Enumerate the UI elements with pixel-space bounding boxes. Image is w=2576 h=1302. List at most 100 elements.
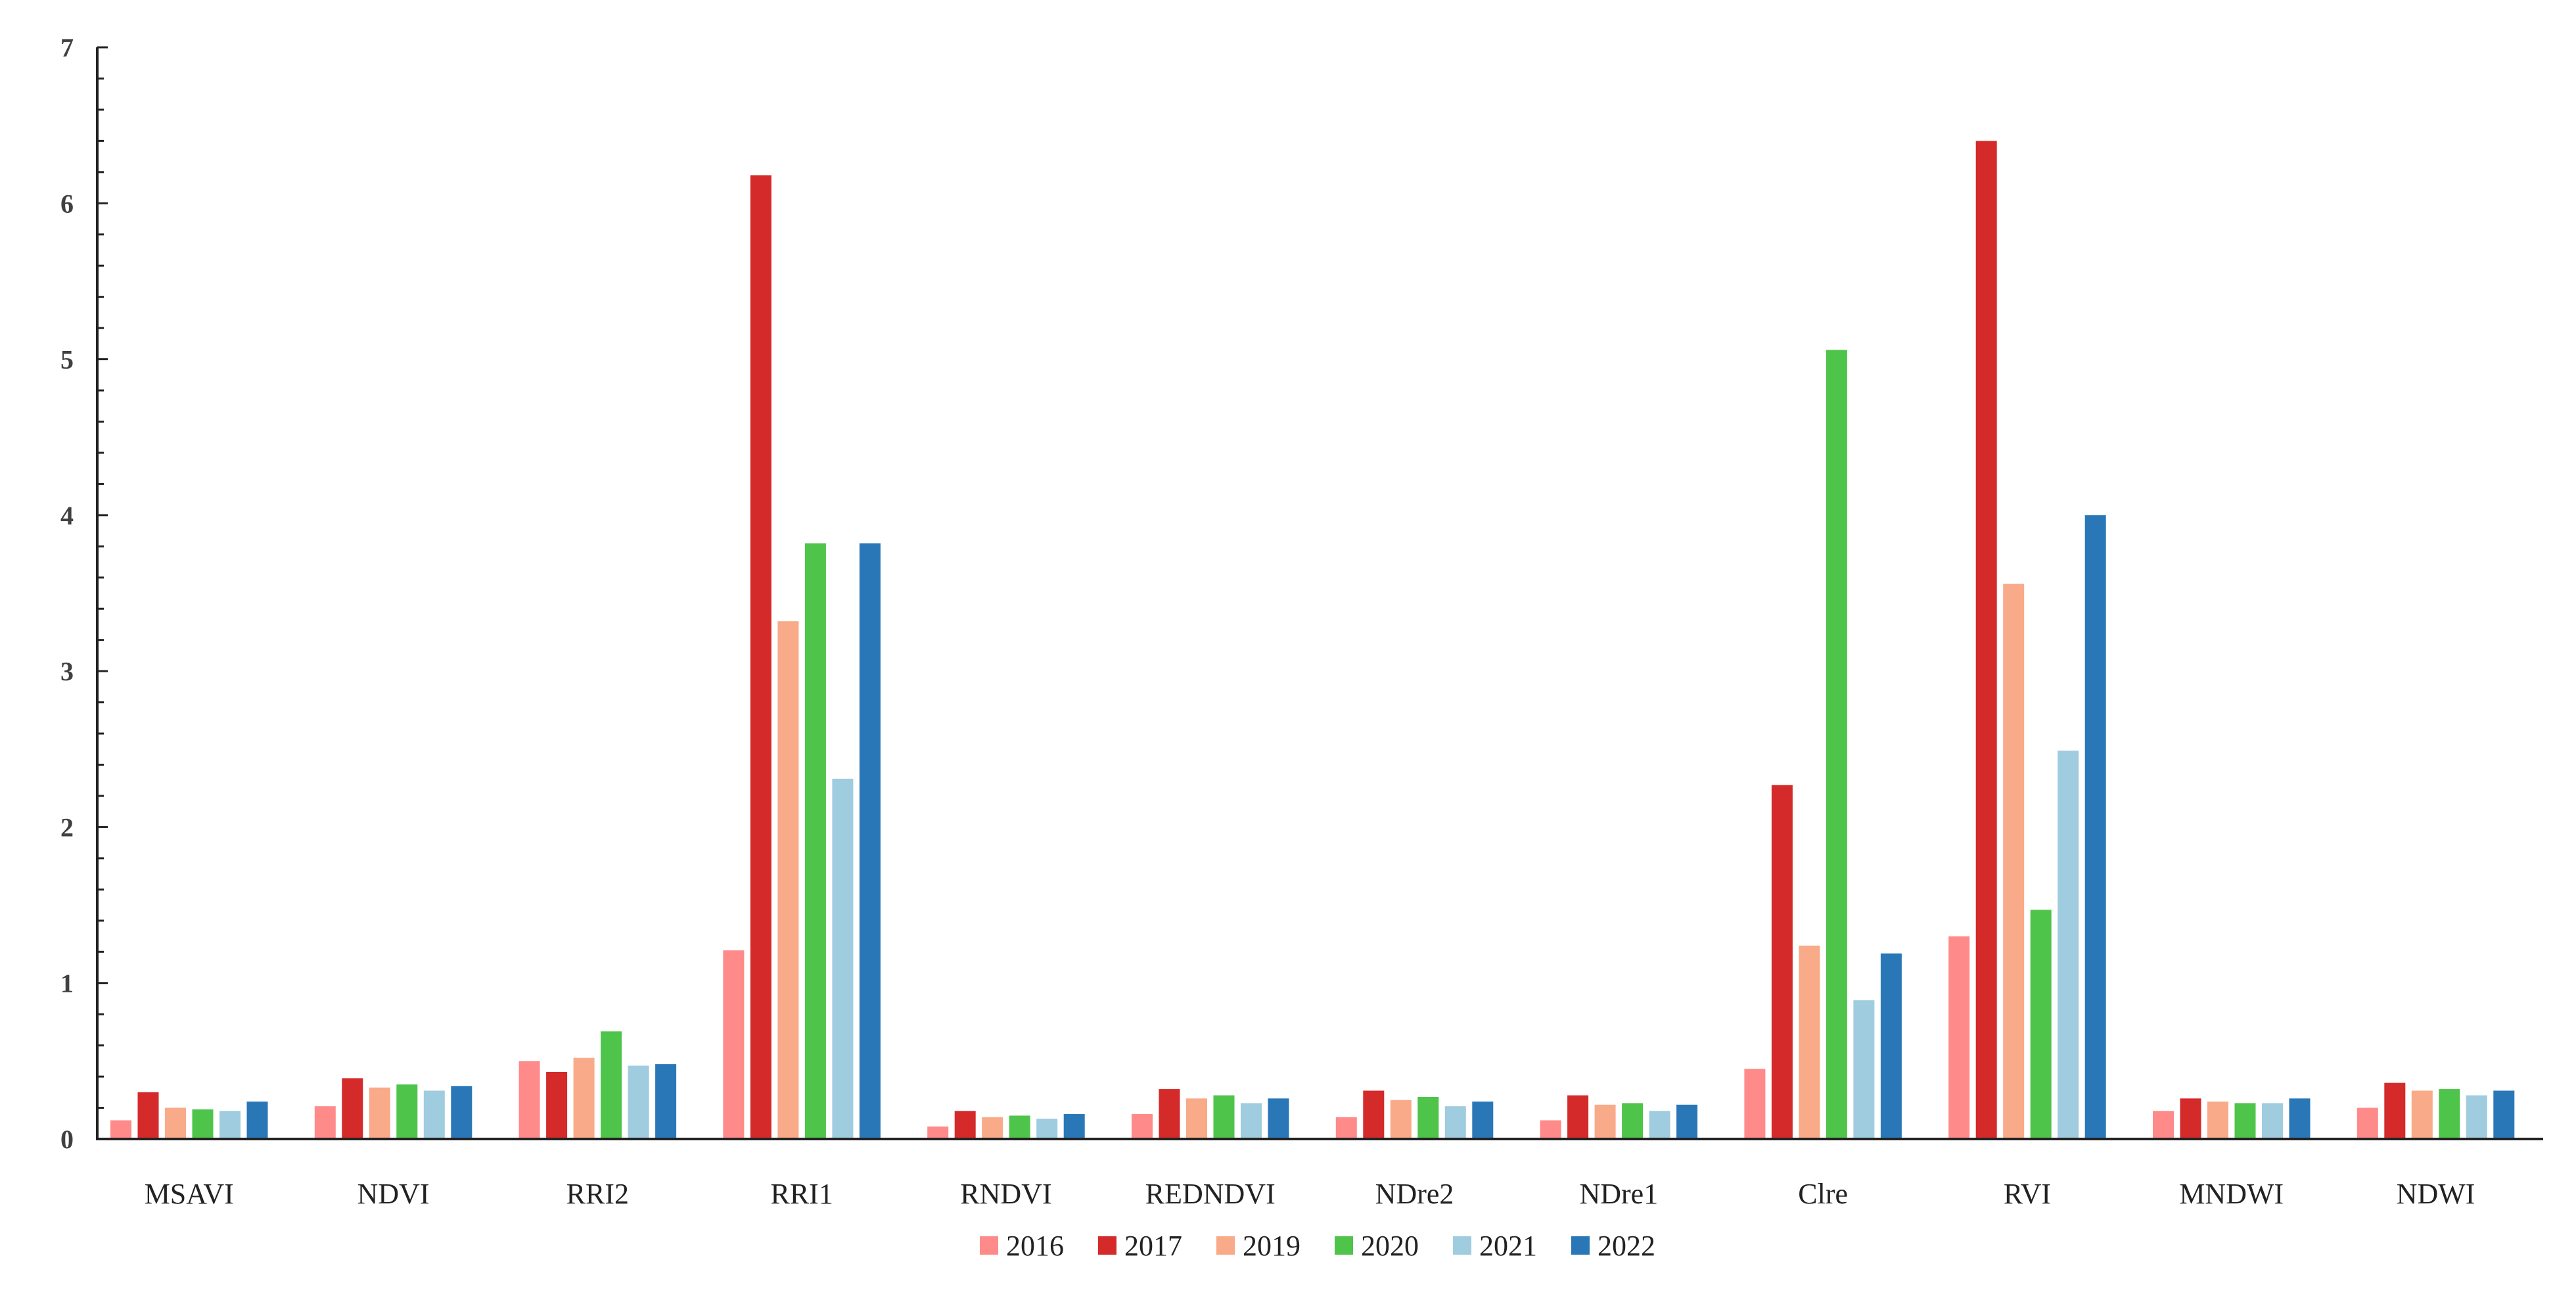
bar-rri2-2016 [518, 1061, 540, 1139]
y-tick-label: 5 [60, 345, 74, 375]
y-tick-label: 1 [60, 969, 74, 998]
y-axis-ticks: 0 1 2 3 4 5 6 7 [60, 33, 108, 1154]
legend-item-2016: 2016 [980, 1230, 1064, 1262]
bar-group-clre [1744, 350, 1902, 1140]
bar-mndwi-2019 [2207, 1102, 2228, 1139]
bar-rndvi-2016 [927, 1127, 949, 1139]
bar-rri1-2019 [777, 621, 799, 1139]
bar-rri2-2019 [573, 1058, 595, 1139]
bar-clre-2019 [1799, 945, 1820, 1139]
bar-ndvi-2021 [423, 1090, 445, 1139]
bar-ndwi-2022 [2493, 1090, 2515, 1139]
legend-item-2019: 2019 [1216, 1230, 1300, 1262]
bar-mndwi-2020 [2234, 1103, 2256, 1139]
bar-rri2-2021 [628, 1065, 649, 1139]
bar-msavi-2022 [246, 1102, 268, 1139]
x-tick-label-mndwi: MNDWI [2179, 1178, 2284, 1210]
bar-mndwi-2021 [2262, 1103, 2283, 1139]
bar-rri1-2020 [804, 543, 826, 1139]
legend-swatch [980, 1236, 998, 1255]
bar-ndre1-2022 [1676, 1104, 1698, 1139]
bar-rndvi-2022 [1063, 1114, 1085, 1139]
bar-ndwi-2021 [2466, 1095, 2487, 1139]
bar-ndre1-2017 [1567, 1095, 1589, 1139]
bar-group-ndwi [2357, 1082, 2515, 1139]
bar-msavi-2019 [165, 1107, 186, 1139]
bar-mndwi-2022 [2289, 1098, 2311, 1139]
x-tick-label-rvi: RVI [2004, 1178, 2051, 1210]
bar-group-redndvi [1132, 1089, 1289, 1139]
bar-clre-2017 [1771, 785, 1793, 1139]
bar-ndvi-2016 [314, 1106, 336, 1139]
bar-ndwi-2020 [2439, 1089, 2460, 1139]
bar-redndvi-2020 [1213, 1095, 1235, 1139]
x-tick-label-rndvi: RNDVI [960, 1178, 1051, 1210]
bar-rvi-2017 [1975, 141, 1997, 1139]
bar-clre-2021 [1853, 1000, 1875, 1139]
legend-label: 2017 [1124, 1230, 1182, 1262]
bar-ndre2-2020 [1417, 1096, 1439, 1139]
legend-item-2021: 2021 [1453, 1230, 1537, 1262]
bar-redndvi-2021 [1241, 1103, 1262, 1139]
bar-rvi-2020 [2030, 910, 2052, 1139]
bar-ndre1-2019 [1594, 1104, 1616, 1139]
x-tick-label-msavi: MSAVI [145, 1178, 234, 1210]
bar-msavi-2020 [192, 1109, 214, 1139]
bar-clre-2022 [1880, 953, 1902, 1139]
y-tick-label: 4 [60, 501, 74, 530]
legend-swatch [1098, 1236, 1116, 1255]
legend-swatch [1571, 1236, 1590, 1255]
bar-ndre2-2021 [1444, 1106, 1466, 1139]
legend-swatch [1335, 1236, 1353, 1255]
bars-layer [110, 141, 2515, 1140]
bar-rri2-2020 [601, 1031, 622, 1139]
bar-ndwi-2017 [2384, 1082, 2406, 1139]
legend-swatch [1216, 1236, 1235, 1255]
bar-redndvi-2022 [1268, 1098, 1289, 1139]
bar-group-ndvi [314, 1078, 472, 1139]
bar-rri2-2022 [655, 1064, 677, 1139]
legend-item-2017: 2017 [1098, 1230, 1182, 1262]
x-tick-label-rri1: RRI1 [770, 1178, 833, 1210]
bar-group-rndvi [927, 1111, 1085, 1139]
bar-group-ndre1 [1540, 1095, 1698, 1139]
bar-ndvi-2022 [451, 1086, 472, 1139]
bar-ndvi-2019 [369, 1087, 390, 1139]
x-axis-labels: MSAVI NDVI RRI2 RRI1 RNDVI REDNDVI NDre2 NDre1 C… [145, 1178, 2475, 1210]
bar-ndwi-2016 [2357, 1107, 2378, 1139]
bar-redndvi-2019 [1186, 1098, 1207, 1139]
bar-redndvi-2017 [1159, 1089, 1180, 1139]
bar-msavi-2021 [219, 1111, 241, 1139]
y-tick-label: 2 [60, 812, 74, 842]
y-tick-label: 3 [60, 657, 74, 686]
legend-label: 2019 [1243, 1230, 1300, 1262]
bar-ndre1-2020 [1622, 1103, 1644, 1139]
bar-ndre1-2016 [1540, 1120, 1561, 1139]
bar-ndwi-2019 [2411, 1090, 2433, 1139]
bar-rri1-2017 [750, 175, 771, 1140]
bar-rndvi-2021 [1036, 1119, 1058, 1139]
legend-item-2020: 2020 [1335, 1230, 1419, 1262]
y-tick-label: 0 [60, 1125, 74, 1154]
bar-rri1-2016 [723, 950, 745, 1139]
legend: 2016 2017 2019 2020 2021 2022 [980, 1230, 1655, 1262]
bar-ndre2-2019 [1390, 1100, 1412, 1139]
bar-redndvi-2016 [1132, 1114, 1153, 1139]
bar-rri1-2021 [832, 778, 854, 1139]
x-tick-label-clre: Clre [1798, 1178, 1848, 1210]
x-tick-label-ndwi: NDWI [2397, 1178, 2475, 1210]
x-tick-label-ndvi: NDVI [357, 1178, 430, 1210]
legend-label: 2021 [1479, 1230, 1537, 1262]
bar-group-mndwi [2153, 1098, 2311, 1139]
bar-group-rri1 [723, 175, 881, 1140]
bar-msavi-2017 [137, 1092, 159, 1139]
x-tick-label-redndvi: REDNDVI [1145, 1178, 1276, 1210]
bar-group-msavi [110, 1092, 268, 1139]
bar-mndwi-2017 [2180, 1098, 2201, 1139]
bar-rri2-2017 [546, 1071, 568, 1139]
axes-layer [96, 47, 2543, 1140]
bar-clre-2020 [1826, 350, 1847, 1140]
bar-group-ndre2 [1335, 1090, 1494, 1139]
bar-rvi-2022 [2084, 515, 2106, 1139]
